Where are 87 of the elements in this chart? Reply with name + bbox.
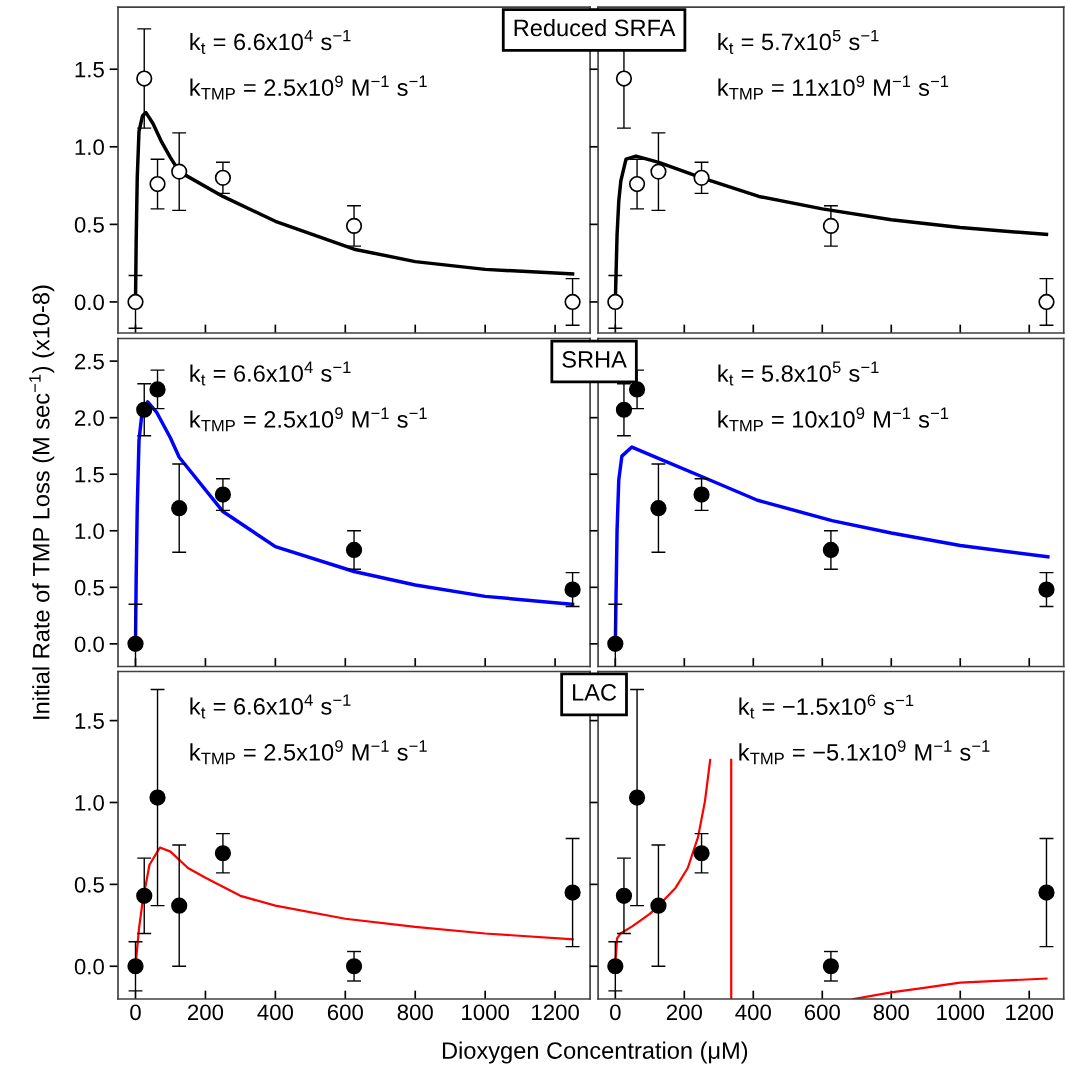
point [127, 635, 144, 652]
x-tick-label: 200 [188, 1004, 224, 1021]
point [214, 169, 232, 186]
y-tick-label: 1.0 [75, 795, 104, 811]
annotation: k$_{TMP}$ = 10x10$^{9}$ M$^{−1}$ s$^{−1}$ [718, 407, 949, 432]
y-tick-label: 2.0 [75, 410, 104, 426]
x-axis-title: Dioxygen Concentration (μM) [442, 1041, 748, 1064]
point [564, 884, 581, 901]
point [607, 635, 624, 652]
annotation: k$_{TMP}$ = 2.5x10$^{9}$ M$^{−1}$ s$^{−1}$ [190, 740, 427, 765]
annotation: k$_{t}$ = 5.7x10$^{5}$ s$^{−1}$ [718, 29, 879, 54]
point [171, 500, 188, 517]
annotation: k$_{t}$ = 6.6x10$^{4}$ s$^{−1}$ [190, 29, 351, 54]
y-tick-label: 2.5 [75, 353, 104, 370]
x-tick-label: 400 [257, 1004, 294, 1021]
point [822, 217, 840, 235]
annotation: k$_{TMP}$ = 11x10$^{9}$ M$^{−1}$ s$^{−1}$ [718, 75, 949, 100]
y-tick-label: 1.0 [75, 523, 104, 540]
point [693, 169, 710, 186]
point [607, 293, 624, 311]
point [1038, 884, 1055, 901]
point [149, 175, 166, 193]
y-tick-label: 1.5 [75, 61, 104, 78]
annotation: k$_{TMP}$ = 2.5x10$^{9}$ M$^{−1}$ s$^{−1}$ [190, 75, 427, 100]
y-tick-label: 0.0 [74, 958, 104, 975]
point [628, 175, 646, 193]
point [607, 958, 624, 975]
annotation: SRHA [562, 351, 627, 368]
x-tick-label: 200 [666, 1004, 702, 1021]
point [650, 163, 667, 180]
annotation: k$_{t}$ = −1.5x10$^{6}$ s$^{−1}$ [739, 694, 914, 719]
x-tick-label: 1200 [1006, 1004, 1054, 1021]
point [136, 70, 153, 87]
point [693, 845, 710, 862]
y-tick-label: 0.0 [74, 636, 104, 653]
y-tick-label: 1.0 [75, 139, 104, 156]
point [214, 486, 232, 503]
x-tick-label: 800 [873, 1004, 909, 1021]
y-tick-label: 0.5 [74, 579, 104, 596]
point [1038, 293, 1055, 311]
annotation: k$_{TMP}$ = −5.1x10$^{9}$ M$^{−1}$ s$^{−1}$ [739, 740, 990, 765]
point [693, 486, 710, 503]
point [214, 845, 232, 862]
point [822, 541, 840, 559]
point [564, 581, 581, 598]
x-tick-label: 600 [327, 1004, 363, 1021]
point [650, 897, 667, 914]
x-tick-label: 0 [130, 1004, 141, 1021]
y-tick-label: 0.0 [74, 294, 104, 311]
annotation: Reduced SRFA [514, 18, 676, 37]
x-tick-label: 800 [397, 1004, 433, 1021]
x-tick-label: 1000 [462, 1004, 510, 1021]
point [345, 958, 363, 975]
annotation: k$_{t}$ = 6.6x10$^{4}$ s$^{−1}$ [190, 361, 351, 386]
y-tick-label: 1.5 [75, 466, 104, 483]
point [149, 789, 166, 806]
x-tick-label: 1000 [937, 1004, 985, 1021]
point [127, 958, 144, 975]
point [615, 401, 633, 418]
annotation: k$_{t}$ = 6.6x10$^{4}$ s$^{−1}$ [190, 694, 351, 719]
point [650, 500, 667, 517]
point [171, 163, 188, 180]
point [822, 958, 840, 975]
x-tick-label: 0 [610, 1004, 621, 1021]
point [345, 541, 363, 559]
point [628, 789, 646, 806]
y-tick-label: 0.5 [74, 216, 104, 233]
y-tick-label: 1.5 [75, 713, 104, 729]
annotation: k$_{TMP}$ = 2.5x10$^{9}$ M$^{−1}$ s$^{−1}$ [190, 407, 427, 432]
x-tick-label: 400 [735, 1004, 771, 1021]
x-tick-label: 600 [804, 1004, 840, 1021]
point [345, 217, 363, 235]
point [127, 293, 144, 311]
point [615, 70, 633, 87]
y-tick-label: 0.5 [74, 876, 104, 893]
point [149, 381, 166, 398]
y-axis-title: Initial Rate of TMP Loss (M sec$^{−1}$) (x10-8) [29, 285, 55, 719]
point [171, 897, 188, 914]
point [1038, 581, 1055, 598]
point [615, 887, 633, 904]
point [564, 293, 581, 311]
annotation: k$_{t}$ = 5.8x10$^{5}$ s$^{−1}$ [718, 361, 879, 386]
point [136, 887, 153, 904]
x-tick-label: 1200 [532, 1004, 579, 1021]
point [136, 401, 153, 418]
point [628, 381, 646, 398]
annotation: LAC [573, 684, 617, 701]
